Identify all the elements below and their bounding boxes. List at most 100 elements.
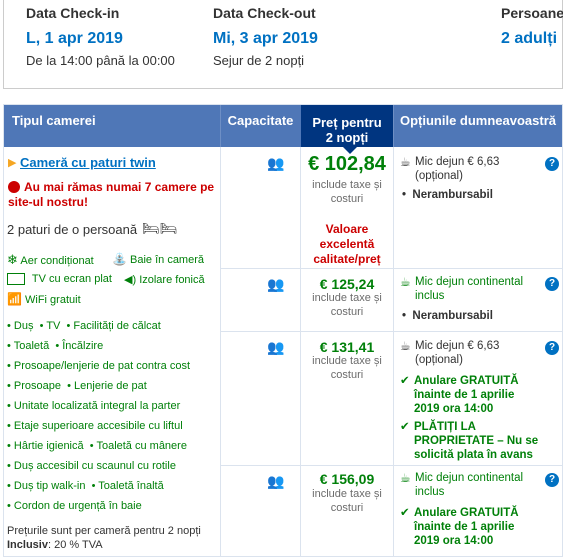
amenities-list: • Duș • TV • Facilități de călcat • Toal…	[7, 316, 219, 516]
amenity-row: • Duș tip walk-in • Toaletă înaltă	[7, 480, 164, 492]
info-icon[interactable]: ?	[545, 157, 559, 171]
check-icon: ✔	[400, 507, 410, 519]
vat-label: Inclusiv	[7, 539, 48, 551]
col-options: Opțiunile dumneavoastră	[393, 105, 562, 147]
offer-option: Mic dejun € 6,63 (opțional)	[415, 156, 500, 182]
facility-aircon: ❄ Aer condiționat	[7, 252, 94, 268]
facility-soundproof: ◀) Izolare fonică	[124, 273, 205, 286]
speaker-icon: ◀)	[124, 274, 137, 286]
facility-label: Izolare fonică	[139, 274, 205, 286]
facility-wifi: 📶 WiFi gratuit	[7, 292, 81, 306]
amenity-item: Unitate localizată integral la parter	[13, 400, 181, 412]
col-price-line1: Preț pentru	[312, 114, 382, 130]
amenity-row: • Cordon de urgență în baie	[7, 500, 142, 512]
amenity-item: Toaletă cu mânere	[96, 440, 187, 452]
shower-icon: ⛲	[112, 252, 127, 266]
expand-arrow-icon[interactable]: ▶	[8, 157, 17, 169]
checkin-time: De la 14:00 până la 00:00	[26, 53, 175, 68]
persons-header: Persoane	[501, 5, 563, 21]
offer-taxes: include taxe și costuri	[312, 355, 382, 381]
amenity-item: Duș	[13, 320, 34, 332]
info-icon[interactable]: ?	[545, 473, 559, 487]
facility-tv: TV cu ecran plat	[7, 273, 112, 286]
amenity-item: Toaletă	[13, 340, 50, 352]
free-cancellation: Anulare GRATUITĂ înainte de 1 aprilie 20…	[414, 507, 519, 547]
room-name-link[interactable]: Cameră cu paturi twin	[20, 155, 156, 170]
offer-option: Mic dejun continental inclus	[415, 472, 524, 498]
coffee-icon: ☕	[400, 339, 411, 353]
amenity-row: • Hârtie igienică • Toaletă cu mânere	[7, 440, 187, 452]
col-room-type: Tipul camerei	[12, 113, 96, 128]
offer-option: • Nerambursabil	[402, 189, 493, 201]
snowflake-icon: ❄	[7, 252, 18, 267]
amenity-row: • Duș accesibil cu scaunul cu rotile	[7, 460, 176, 472]
offer-option: • Nerambursabil	[402, 310, 493, 322]
amenity-item: Toaletă înaltă	[98, 480, 164, 492]
capacity-2-people-icon: 👥	[267, 473, 284, 489]
offer-taxes: include taxe și costuri	[312, 488, 382, 514]
dates-summary: Data Check-in L, 1 apr 2019 De la 14:00 …	[0, 0, 563, 110]
amenity-item: Prosoape/lenjerie de pat contra cost	[13, 360, 191, 372]
checkin-date[interactable]: L, 1 apr 2019	[26, 30, 123, 47]
amenity-row: • Etaje superioare accesibile cu liftul	[7, 420, 183, 432]
dates-box	[3, 0, 563, 89]
offer-price: € 156,09	[319, 471, 375, 487]
nonrefundable-label: Nerambursabil	[412, 189, 493, 201]
amenity-item: Încălzire	[62, 340, 104, 352]
coffee-icon: ☕	[400, 275, 411, 289]
prices-note: Prețurile sunt per cameră pentru 2 nopți	[7, 525, 201, 537]
facility-label: Baie în cameră	[130, 254, 204, 266]
offer-option: Mic dejun € 6,63 (opțional)	[415, 340, 500, 366]
amenity-row: • Toaletă • Încălzire	[7, 340, 104, 352]
offer-taxes: include taxe și costuri	[312, 292, 382, 318]
capacity-2-people-icon: 👥	[267, 155, 284, 171]
col-price-line2: 2 nopți	[325, 129, 369, 145]
coffee-icon: ☕	[400, 155, 411, 169]
beds-description: 2 paturi de o persoană	[7, 222, 138, 237]
offer-price: € 131,41	[319, 339, 375, 355]
vat-value: : 20 % TVA	[47, 539, 103, 551]
free-cancellation: Anulare GRATUITĂ înainte de 1 aprilie 20…	[414, 375, 519, 415]
offer-option: Mic dejun continental inclus	[415, 276, 524, 302]
offer-price: € 102,84	[308, 153, 386, 175]
tv-icon	[7, 273, 25, 286]
capacity-2-people-icon: 👥	[267, 276, 284, 292]
amenity-item: Duș accesibil cu scaunul cu rotile	[13, 460, 176, 472]
checkout-stay: Sejur de 2 nopți	[213, 53, 305, 68]
wifi-icon: 📶	[7, 292, 22, 306]
capacity-2-people-icon: 👥	[267, 339, 284, 355]
facility-label: Aer condiționat	[20, 255, 94, 267]
amenity-item: Cordon de urgență în baie	[13, 500, 142, 512]
info-icon[interactable]: ?	[545, 341, 559, 355]
check-icon: ✔	[400, 421, 410, 433]
facility-label: TV cu ecran plat	[31, 273, 112, 285]
persons-value[interactable]: 2 adulți	[501, 30, 558, 47]
checkin-header: Data Check-in	[26, 5, 120, 21]
table-header	[4, 105, 562, 147]
amenity-item: Hârtie igienică	[13, 440, 84, 452]
nonrefundable-label: Nerambursabil	[412, 310, 493, 322]
facility-label: WiFi gratuit	[25, 294, 81, 306]
amenity-item: Facilități de călcat	[73, 320, 161, 332]
amenity-item: Etaje superioare accesibile cu liftul	[13, 420, 183, 432]
coffee-icon: ☕	[400, 471, 411, 485]
col-price: Preț pentru 2 nopți	[301, 105, 393, 154]
alert-icon	[8, 181, 20, 193]
pay-at-property: PLĂTIȚI LA PROPRIETATE – Nu se solicită …	[414, 421, 539, 461]
bed-icon: 🛏🛏	[142, 220, 178, 236]
amenity-item: Lenjerie de pat	[74, 380, 147, 392]
check-icon: ✔	[400, 375, 410, 387]
amenity-row: • Prosoape/lenjerie de pat contra cost	[7, 360, 191, 372]
col-capacity: Capacitate	[220, 105, 300, 147]
facility-bathroom: ⛲ Baie în cameră	[112, 252, 204, 266]
availability-warning: Au mai rămas numai 7 camere pe site-ul n…	[8, 180, 215, 209]
info-icon[interactable]: ?	[545, 277, 559, 291]
offer-price: € 125,24	[319, 276, 375, 292]
offer-taxes: include taxe și costuri	[312, 179, 382, 205]
value-badge: Valoare excelentă calitate/preț	[313, 222, 381, 266]
checkout-date[interactable]: Mi, 3 apr 2019	[213, 30, 318, 47]
amenity-row: • Duș • TV • Facilități de călcat	[7, 320, 161, 332]
room-table: Tipul camerei Capacitate Preț pentru 2 n…	[3, 104, 563, 557]
amenity-item: Prosoape	[13, 380, 62, 392]
amenity-item: Duș tip walk-in	[13, 480, 86, 492]
